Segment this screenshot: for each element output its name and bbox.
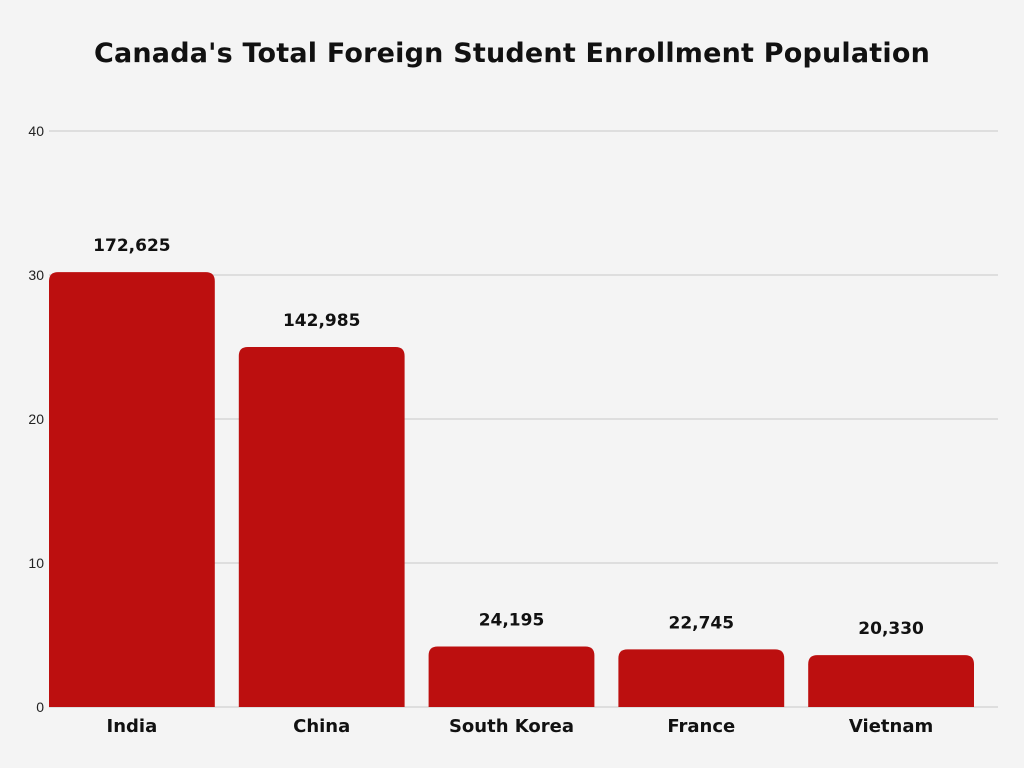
data-label: 172,625 (93, 236, 170, 256)
x-category-label: India (107, 716, 158, 737)
data-label: 142,985 (283, 311, 360, 331)
bar-france (618, 649, 785, 707)
y-tick-label: 20 (28, 411, 44, 427)
bar-south-korea (428, 646, 595, 707)
y-tick-label: 0 (36, 699, 44, 715)
x-category-label: Vietnam (849, 716, 933, 737)
bar-india (49, 272, 215, 707)
y-tick-label: 40 (28, 123, 44, 139)
x-category-label: China (293, 716, 350, 737)
bar-china (238, 347, 405, 707)
labels: 0 10 20 30 40 172,625 India 142,985 China 24,195 S… (28, 123, 933, 737)
chart-title: Canada's Total Foreign Student Enrollmen… (93, 38, 931, 69)
y-tick-label: 10 (28, 555, 44, 571)
data-label: 20,330 (858, 619, 924, 639)
bar-vietnam (808, 655, 974, 707)
x-category-label: South Korea (449, 716, 574, 737)
data-label: 22,745 (668, 613, 734, 633)
bars (49, 272, 974, 707)
y-tick-label: 30 (28, 267, 44, 283)
data-label: 24,195 (479, 611, 545, 631)
x-category-label: France (667, 716, 735, 737)
